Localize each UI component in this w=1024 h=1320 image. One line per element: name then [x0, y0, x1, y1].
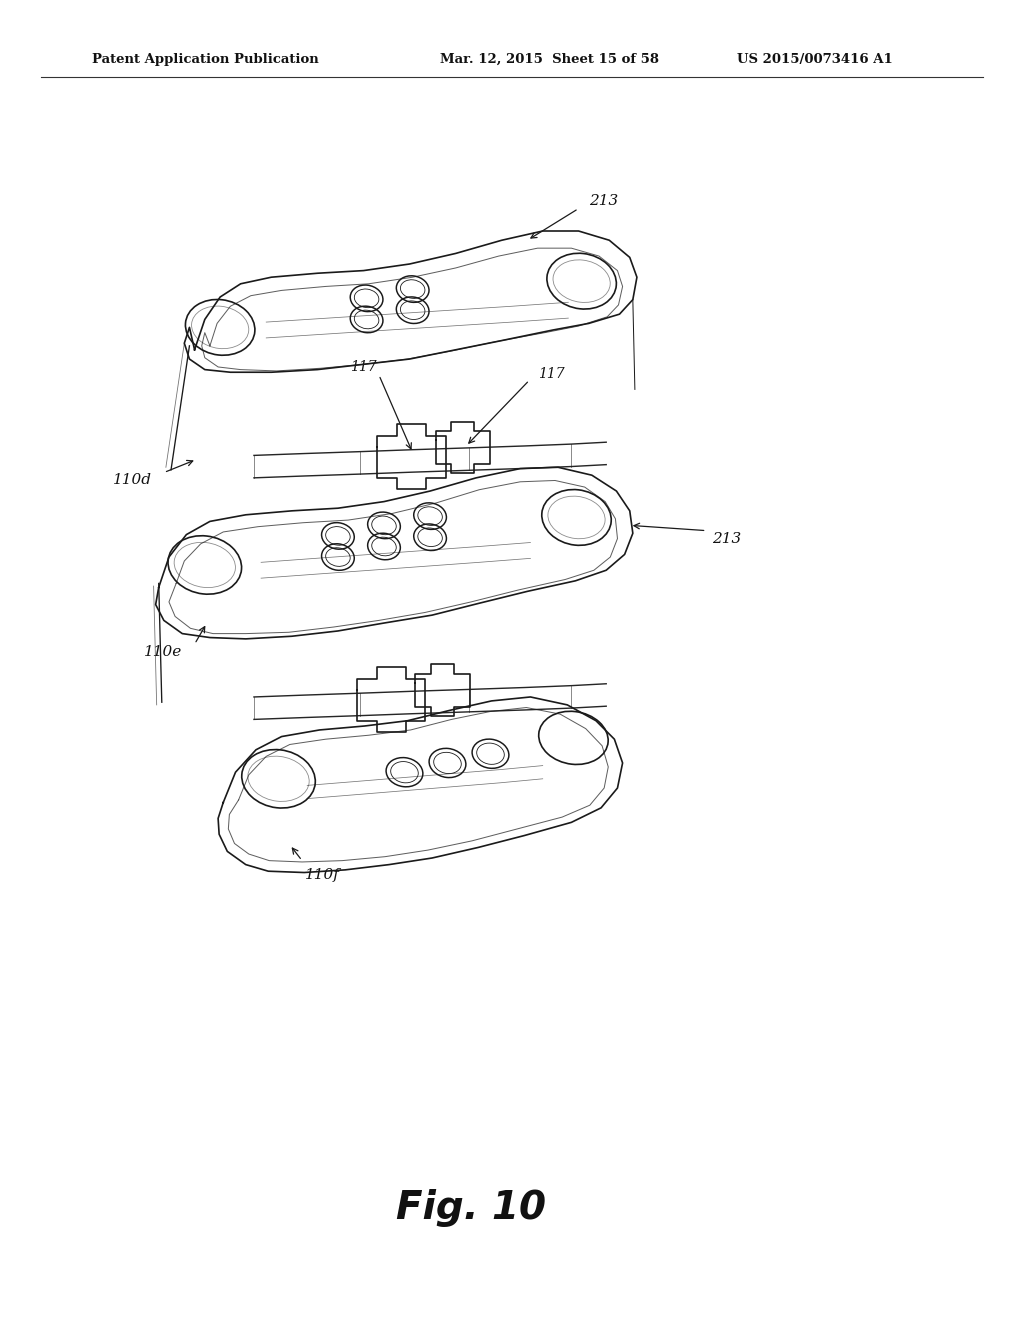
Text: 110d: 110d — [113, 474, 152, 487]
Text: Patent Application Publication: Patent Application Publication — [92, 53, 318, 66]
Text: 117: 117 — [538, 367, 564, 380]
Text: Fig. 10: Fig. 10 — [396, 1189, 546, 1226]
Text: 117: 117 — [350, 360, 377, 374]
Text: Mar. 12, 2015  Sheet 15 of 58: Mar. 12, 2015 Sheet 15 of 58 — [440, 53, 659, 66]
Text: 110e: 110e — [144, 645, 182, 659]
Text: 213: 213 — [712, 532, 741, 545]
Text: US 2015/0073416 A1: US 2015/0073416 A1 — [737, 53, 893, 66]
Text: 213: 213 — [589, 194, 618, 207]
Text: 110f: 110f — [305, 869, 340, 882]
